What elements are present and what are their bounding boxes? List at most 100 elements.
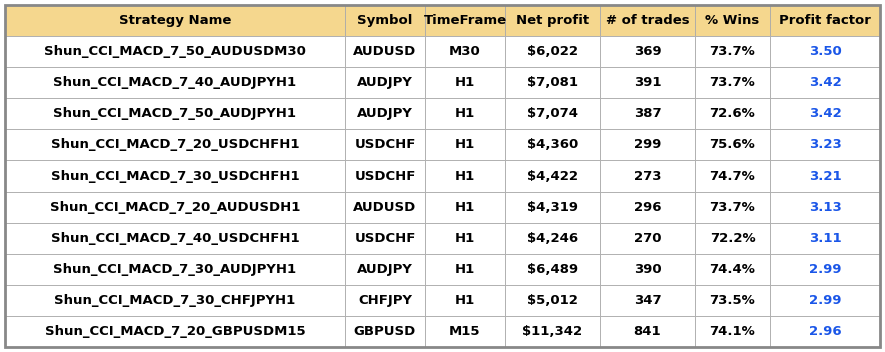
Bar — [505, 67, 600, 98]
Text: 3.23: 3.23 — [809, 138, 842, 151]
Text: $4,422: $4,422 — [527, 170, 578, 182]
Bar — [600, 5, 695, 36]
Bar — [425, 316, 505, 347]
Text: 369: 369 — [634, 45, 661, 58]
Bar — [425, 36, 505, 67]
Bar — [695, 254, 770, 285]
Bar — [505, 222, 600, 254]
Text: H1: H1 — [455, 263, 475, 276]
Text: H1: H1 — [455, 76, 475, 89]
Bar — [505, 254, 600, 285]
Bar — [5, 67, 345, 98]
Bar — [5, 161, 345, 191]
Bar — [600, 285, 695, 316]
Bar — [345, 191, 425, 222]
Text: 296: 296 — [634, 201, 661, 214]
Bar — [5, 285, 345, 316]
Bar — [425, 5, 505, 36]
Text: AUDUSD: AUDUSD — [353, 45, 417, 58]
Text: Profit factor: Profit factor — [779, 14, 871, 27]
Bar — [425, 191, 505, 222]
Bar — [505, 316, 600, 347]
Bar — [425, 222, 505, 254]
Text: AUDJPY: AUDJPY — [357, 76, 413, 89]
Text: Shun_CCI_MACD_7_20_USDCHFH1: Shun_CCI_MACD_7_20_USDCHFH1 — [50, 138, 299, 151]
Bar — [600, 98, 695, 130]
Text: Shun_CCI_MACD_7_50_AUDUSDM30: Shun_CCI_MACD_7_50_AUDUSDM30 — [44, 45, 306, 58]
Bar — [345, 316, 425, 347]
Bar — [600, 161, 695, 191]
Bar — [695, 130, 770, 161]
Bar — [425, 254, 505, 285]
Bar — [5, 222, 345, 254]
Bar — [5, 5, 345, 36]
Text: 2.99: 2.99 — [809, 294, 842, 307]
Bar — [770, 130, 880, 161]
Text: $7,074: $7,074 — [527, 107, 578, 120]
Bar — [770, 316, 880, 347]
Text: 3.50: 3.50 — [809, 45, 842, 58]
Text: % Wins: % Wins — [705, 14, 759, 27]
Bar — [695, 67, 770, 98]
Bar — [770, 98, 880, 130]
Bar — [345, 161, 425, 191]
Text: 270: 270 — [634, 232, 661, 245]
Bar — [770, 5, 880, 36]
Bar — [345, 36, 425, 67]
Bar — [695, 161, 770, 191]
Text: Shun_CCI_MACD_7_30_CHFJPYH1: Shun_CCI_MACD_7_30_CHFJPYH1 — [54, 294, 296, 307]
Bar — [505, 5, 600, 36]
Bar — [695, 5, 770, 36]
Bar — [770, 67, 880, 98]
Text: Shun_CCI_MACD_7_20_AUDUSDH1: Shun_CCI_MACD_7_20_AUDUSDH1 — [50, 201, 300, 214]
Bar — [770, 222, 880, 254]
Bar — [5, 36, 345, 67]
Text: H1: H1 — [455, 107, 475, 120]
Bar — [425, 130, 505, 161]
Bar — [425, 285, 505, 316]
Text: TimeFrame: TimeFrame — [423, 14, 506, 27]
Text: $6,022: $6,022 — [527, 45, 578, 58]
Text: USDCHF: USDCHF — [354, 170, 416, 182]
Bar — [505, 98, 600, 130]
Text: 74.4%: 74.4% — [710, 263, 756, 276]
Text: 75.6%: 75.6% — [710, 138, 756, 151]
Bar — [425, 67, 505, 98]
Text: $5,012: $5,012 — [527, 294, 578, 307]
Bar — [505, 130, 600, 161]
Bar — [345, 254, 425, 285]
Text: 74.1%: 74.1% — [710, 325, 756, 338]
Text: 273: 273 — [634, 170, 661, 182]
Bar — [5, 98, 345, 130]
Bar — [425, 98, 505, 130]
Text: H1: H1 — [455, 294, 475, 307]
Text: 299: 299 — [634, 138, 661, 151]
Text: 3.42: 3.42 — [809, 107, 842, 120]
Bar — [345, 222, 425, 254]
Text: $4,246: $4,246 — [527, 232, 578, 245]
Text: AUDJPY: AUDJPY — [357, 263, 413, 276]
Bar — [345, 130, 425, 161]
Text: Shun_CCI_MACD_7_50_AUDJPYH1: Shun_CCI_MACD_7_50_AUDJPYH1 — [53, 107, 296, 120]
Text: # of trades: # of trades — [605, 14, 689, 27]
Text: 74.7%: 74.7% — [710, 170, 756, 182]
Text: $4,319: $4,319 — [527, 201, 578, 214]
Bar — [600, 222, 695, 254]
Text: GBPUSD: GBPUSD — [354, 325, 416, 338]
Text: AUDJPY: AUDJPY — [357, 107, 413, 120]
Text: H1: H1 — [455, 170, 475, 182]
Bar — [770, 161, 880, 191]
Bar — [600, 67, 695, 98]
Text: 2.99: 2.99 — [809, 263, 842, 276]
Text: 73.7%: 73.7% — [710, 45, 756, 58]
Text: $11,342: $11,342 — [522, 325, 582, 338]
Text: 3.11: 3.11 — [809, 232, 842, 245]
Text: 2.96: 2.96 — [809, 325, 842, 338]
Text: M30: M30 — [449, 45, 481, 58]
Text: Symbol: Symbol — [358, 14, 412, 27]
Bar — [425, 161, 505, 191]
Bar — [600, 316, 695, 347]
Bar — [600, 254, 695, 285]
Bar — [5, 316, 345, 347]
Text: $7,081: $7,081 — [527, 76, 578, 89]
